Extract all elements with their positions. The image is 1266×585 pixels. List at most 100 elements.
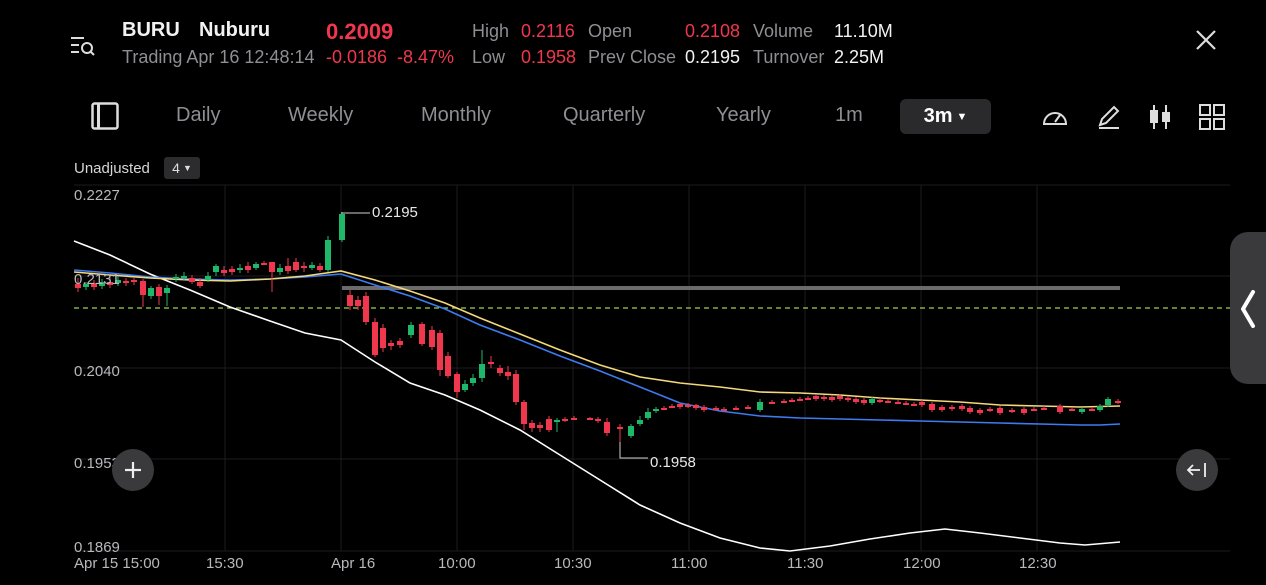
candle-body — [845, 398, 851, 400]
turnover-value: 2.25M — [834, 47, 885, 67]
candle-body — [1021, 409, 1027, 413]
high-value: 0.2116 — [521, 21, 575, 41]
indicator-selector[interactable]: 4 ▼ — [164, 157, 200, 179]
candle-body — [181, 276, 187, 278]
candle-body — [277, 268, 283, 272]
candle-body — [355, 300, 361, 306]
tab-quarterly[interactable]: Quarterly — [563, 104, 646, 126]
candle-body — [388, 343, 394, 346]
candle-body — [693, 405, 699, 408]
candle-body — [733, 408, 739, 410]
candle-body — [419, 324, 425, 344]
candle-body — [309, 265, 315, 268]
x-tick: Apr 15 15:00 — [74, 555, 160, 572]
add-drawing-button[interactable] — [112, 449, 154, 491]
candle-body — [837, 396, 843, 399]
tab-monthly[interactable]: Monthly — [421, 104, 492, 126]
candle-body — [293, 262, 299, 270]
candle-body — [669, 406, 675, 408]
candle-body — [617, 427, 623, 429]
candle-body — [1115, 401, 1121, 403]
candles — [75, 212, 1121, 442]
candle-body — [745, 407, 751, 409]
candle-body — [529, 423, 535, 428]
gridlines — [74, 184, 1230, 552]
open-label: Open — [588, 21, 633, 41]
candle-body — [205, 276, 211, 280]
candle-body — [829, 397, 835, 400]
candle-body — [123, 281, 129, 283]
x-tick: 12:00 — [903, 555, 941, 572]
candle-body — [339, 214, 345, 240]
high-annotation-label: 0.2195 — [372, 204, 418, 221]
candle-body — [929, 404, 935, 410]
candle-body — [325, 240, 331, 270]
close-icon[interactable] — [1195, 29, 1217, 51]
ma-yellow-line — [73, 270, 1121, 408]
candle-body — [562, 419, 568, 421]
candle-body — [99, 282, 105, 286]
candle-body — [781, 401, 787, 403]
candle-body — [911, 404, 917, 406]
side-panel-toggle[interactable] — [1230, 232, 1266, 384]
jump-to-latest-button[interactable] — [1176, 449, 1218, 491]
price-change-pct: -8.47% — [397, 47, 455, 67]
tab-1m[interactable]: 1m — [835, 104, 863, 126]
candlestick-icon[interactable] — [1147, 103, 1173, 131]
candle-body — [903, 403, 909, 405]
symbol: BURU — [122, 19, 180, 41]
tab-weekly[interactable]: Weekly — [288, 104, 354, 126]
candle-body — [769, 402, 775, 404]
draw-pen-icon[interactable] — [1095, 103, 1123, 131]
candle-body — [380, 328, 386, 348]
candle-body — [505, 372, 511, 376]
turnover-label: Turnover — [753, 47, 825, 67]
candle-body — [959, 406, 965, 409]
y-tick: 0.2227 — [74, 187, 120, 204]
candle-body — [677, 404, 683, 407]
menu-search-icon[interactable] — [70, 36, 96, 56]
arrow-to-end-icon — [1186, 463, 1206, 477]
candle-body — [1057, 406, 1063, 412]
candle-body — [488, 362, 494, 364]
open-value: 0.2108 — [685, 21, 741, 41]
candle-body — [571, 418, 577, 420]
x-tick: 12:30 — [1019, 555, 1057, 572]
candle-body — [140, 281, 146, 295]
grid-layout-icon[interactable] — [1199, 104, 1225, 130]
candle-body — [437, 333, 443, 370]
candle-body — [301, 266, 307, 268]
candle-body — [895, 402, 901, 404]
low-label: Low — [472, 47, 506, 67]
trading-status: Trading Apr 16 12:48:14 — [122, 47, 315, 67]
tab-daily[interactable]: Daily — [176, 104, 221, 126]
candle-body — [949, 407, 955, 409]
candle-body — [213, 266, 219, 272]
tab-yearly[interactable]: Yearly — [716, 104, 771, 126]
candle-body — [987, 409, 993, 411]
tab-3m[interactable]: 3m ▼ — [900, 99, 991, 134]
candle-body — [164, 288, 170, 293]
candle-body — [408, 325, 414, 335]
y-tick: 0.1953 — [74, 455, 120, 472]
x-tick: 11:00 — [671, 555, 708, 572]
candle-body — [229, 269, 235, 272]
volume-value: 11.10M — [834, 21, 893, 41]
candle-body — [1069, 409, 1075, 411]
low-value: 0.1958 — [521, 47, 577, 67]
indicator-count: 4 — [172, 160, 180, 176]
candle-body — [156, 287, 162, 296]
low-annotation-label: 0.1958 — [650, 454, 696, 471]
caret-down-icon: ▼ — [182, 163, 192, 173]
adjust-mode[interactable]: Unadjusted — [74, 160, 150, 177]
candle-body — [107, 282, 113, 285]
candle-body — [253, 264, 259, 268]
candle-body — [1009, 410, 1015, 412]
volume-label: Volume — [753, 21, 814, 41]
layout-panel-icon[interactable] — [91, 102, 119, 130]
speedometer-icon[interactable] — [1041, 104, 1069, 130]
candle-body — [470, 378, 476, 383]
candle-body — [237, 268, 243, 270]
candle-body — [977, 410, 983, 413]
